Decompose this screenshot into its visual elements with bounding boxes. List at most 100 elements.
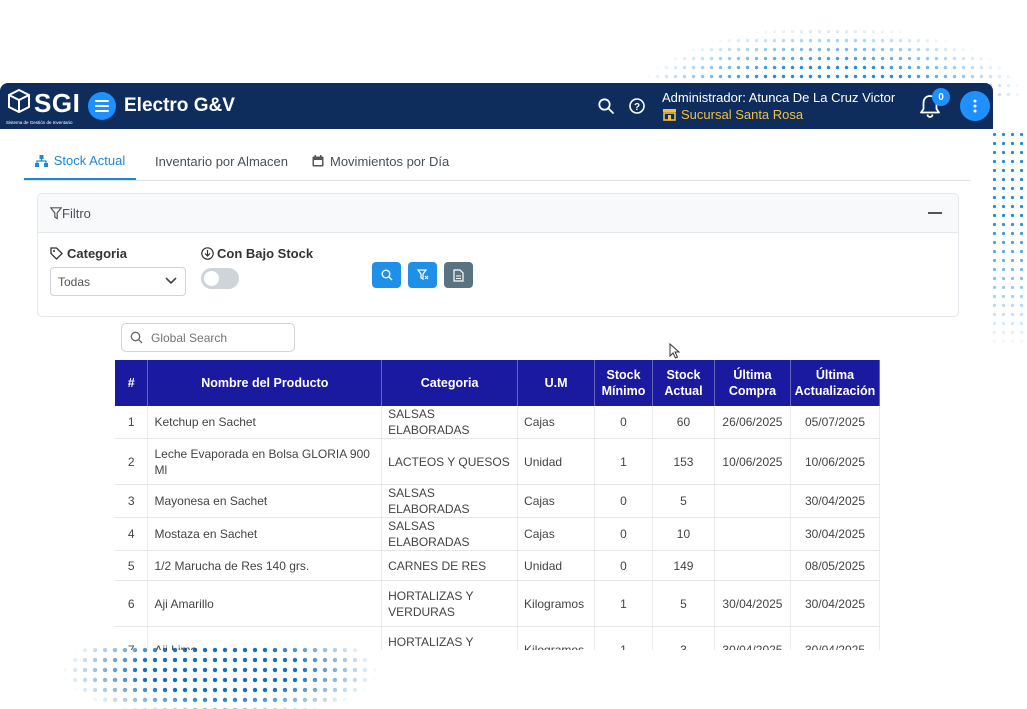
table-cell: CARNES DE RES [381, 550, 519, 581]
tab-stock-actual[interactable]: Stock Actual [24, 143, 136, 180]
search-icon [381, 269, 392, 281]
table-cell: Aji Amarillo [147, 580, 383, 627]
top-navbar: SGI Sistema de Gestión de Inventario Ele… [0, 83, 993, 129]
menu-toggle-button[interactable] [88, 92, 116, 120]
table-cell: SALSAS ELABORADAS [381, 406, 519, 439]
table-header-row: # Nombre del Producto Categoria U.M Stoc… [115, 360, 880, 406]
table-cell: 1 [115, 406, 149, 439]
mouse-cursor-icon [669, 343, 681, 359]
search-icon[interactable] [597, 97, 615, 115]
cube-icon [6, 88, 32, 119]
table-cell: Unidad [517, 550, 596, 581]
tag-icon [50, 247, 63, 260]
calendar-icon [312, 155, 324, 167]
download-circle-icon [201, 247, 214, 260]
file-icon [453, 268, 464, 282]
table-cell: 3 [115, 484, 149, 518]
table-cell: 10 [652, 517, 715, 551]
table-cell: 1 [594, 626, 653, 650]
user-info: Administrador: Atunca De La Cruz Victor … [662, 89, 895, 123]
chevron-down-icon [165, 277, 177, 285]
kebab-icon [973, 99, 977, 113]
low-stock-toggle[interactable] [201, 268, 239, 289]
tab-movimientos-por-dia[interactable]: Movimientos por Día [312, 143, 449, 179]
tab-label: Movimientos por Día [330, 153, 450, 169]
table-row[interactable]: 3 Mayonesa en Sachet SALSAS ELABORADAS Caja… [115, 484, 880, 518]
table-cell: 1 [594, 438, 653, 485]
table-cell: 1/2 Marucha de Res 140 grs. [147, 550, 383, 581]
app-logo[interactable]: SGI Sistema de Gestión de Inventario [6, 88, 86, 125]
clear-filter-button[interactable] [408, 262, 437, 288]
table-cell: 10/06/2025 [790, 438, 880, 485]
export-pdf-button[interactable] [444, 262, 473, 288]
category-label: Categoria [50, 246, 127, 261]
column-header-unit[interactable]: U.M [517, 360, 596, 406]
table-cell: 2 [115, 438, 149, 485]
table-cell: SALSAS ELABORADAS [381, 484, 519, 518]
table-cell: 30/04/2025 [790, 580, 880, 627]
help-icon[interactable]: ? [628, 97, 646, 115]
table-cell: 0 [594, 484, 653, 518]
filter-title: Filtro [62, 205, 91, 221]
table-row[interactable]: 2 Leche Evaporada en Bolsa GLORIA 900 Ml L… [115, 438, 880, 485]
table-row[interactable]: 5 1/2 Marucha de Res 140 grs. CARNES DE RE… [115, 550, 880, 581]
branch-name[interactable]: Sucursal Santa Rosa [681, 107, 804, 122]
table-cell [714, 517, 791, 551]
table-cell: 5 [652, 484, 715, 518]
global-search[interactable] [121, 323, 295, 352]
tab-inventario-por-almacen[interactable]: Inventario por Almacen [155, 143, 288, 179]
table-row[interactable]: 1 Ketchup en Sachet SALSAS ELABORADAS Cajas… [115, 406, 880, 439]
filter-icon [50, 206, 62, 220]
tab-bar: Stock Actual Inventario por Almacen Movi… [24, 143, 971, 181]
stock-table-container: # Nombre del Producto Categoria U.M Stoc… [115, 360, 880, 650]
column-header-product[interactable]: Nombre del Producto [147, 360, 383, 406]
search-button[interactable] [372, 262, 401, 288]
filter-panel-header[interactable]: Filtro [38, 194, 958, 233]
table-cell: 3 [652, 626, 715, 650]
column-header-current-stock[interactable]: Stock Actual [652, 360, 715, 406]
filter-panel: Filtro Categoria Todas Con Bajo Stock [37, 193, 959, 317]
table-cell: 7 [115, 626, 149, 650]
column-header-last-purchase[interactable]: Última Compra [714, 360, 791, 406]
category-select[interactable]: Todas [50, 267, 186, 296]
table-cell: 1 [594, 580, 653, 627]
search-icon [130, 331, 143, 344]
table-cell: 08/05/2025 [790, 550, 880, 581]
table-cell: 30/04/2025 [790, 484, 880, 518]
notification-count-badge: 0 [932, 88, 950, 106]
table-cell: 5 [652, 580, 715, 627]
table-cell: Kilogramos [517, 626, 596, 650]
table-cell: Leche Evaporada en Bolsa GLORIA 900 Ml [147, 438, 383, 485]
column-header-category[interactable]: Categoria [381, 360, 519, 406]
tab-label: Stock Actual [53, 153, 126, 168]
table-cell: 60 [652, 406, 715, 439]
table-cell: LACTEOS Y QUESOS [381, 438, 519, 485]
table-cell: HORTALIZAS Y VERDURAS [381, 580, 519, 627]
svg-text:?: ? [634, 102, 640, 113]
table-cell: 5 [115, 550, 149, 581]
table-cell: 30/04/2025 [790, 517, 880, 551]
table-cell: 0 [594, 517, 653, 551]
table-cell: 30/04/2025 [714, 580, 791, 627]
table-cell: Ketchup en Sachet [147, 406, 383, 439]
table-cell: 149 [652, 550, 715, 581]
table-cell: Kilogramos [517, 580, 596, 627]
column-header-index[interactable]: # [115, 360, 149, 406]
column-header-last-update[interactable]: Última Actualización [790, 360, 880, 406]
table-cell: HORTALIZAS Y VERDURAS [381, 626, 519, 650]
more-options-button[interactable] [960, 91, 990, 121]
table-cell: Cajas [517, 517, 596, 551]
sitemap-icon [34, 154, 48, 167]
table-cell: Mayonesa en Sachet [147, 484, 383, 518]
table-row[interactable]: 4 Mostaza en Sachet SALSAS ELABORADAS Cajas… [115, 517, 880, 551]
column-header-min-stock[interactable]: Stock Mínimo [594, 360, 653, 406]
global-search-input[interactable] [149, 329, 293, 346]
table-cell: Mostaza en Sachet [147, 517, 383, 551]
table-row[interactable]: 6 Aji Amarillo HORTALIZAS Y VERDURAS Kilogr… [115, 580, 880, 627]
collapse-button[interactable] [928, 212, 942, 214]
table-cell: 4 [115, 517, 149, 551]
category-selected-value: Todas [58, 274, 91, 289]
table-cell: Unidad [517, 438, 596, 485]
table-cell: Aji Limo [147, 626, 383, 650]
